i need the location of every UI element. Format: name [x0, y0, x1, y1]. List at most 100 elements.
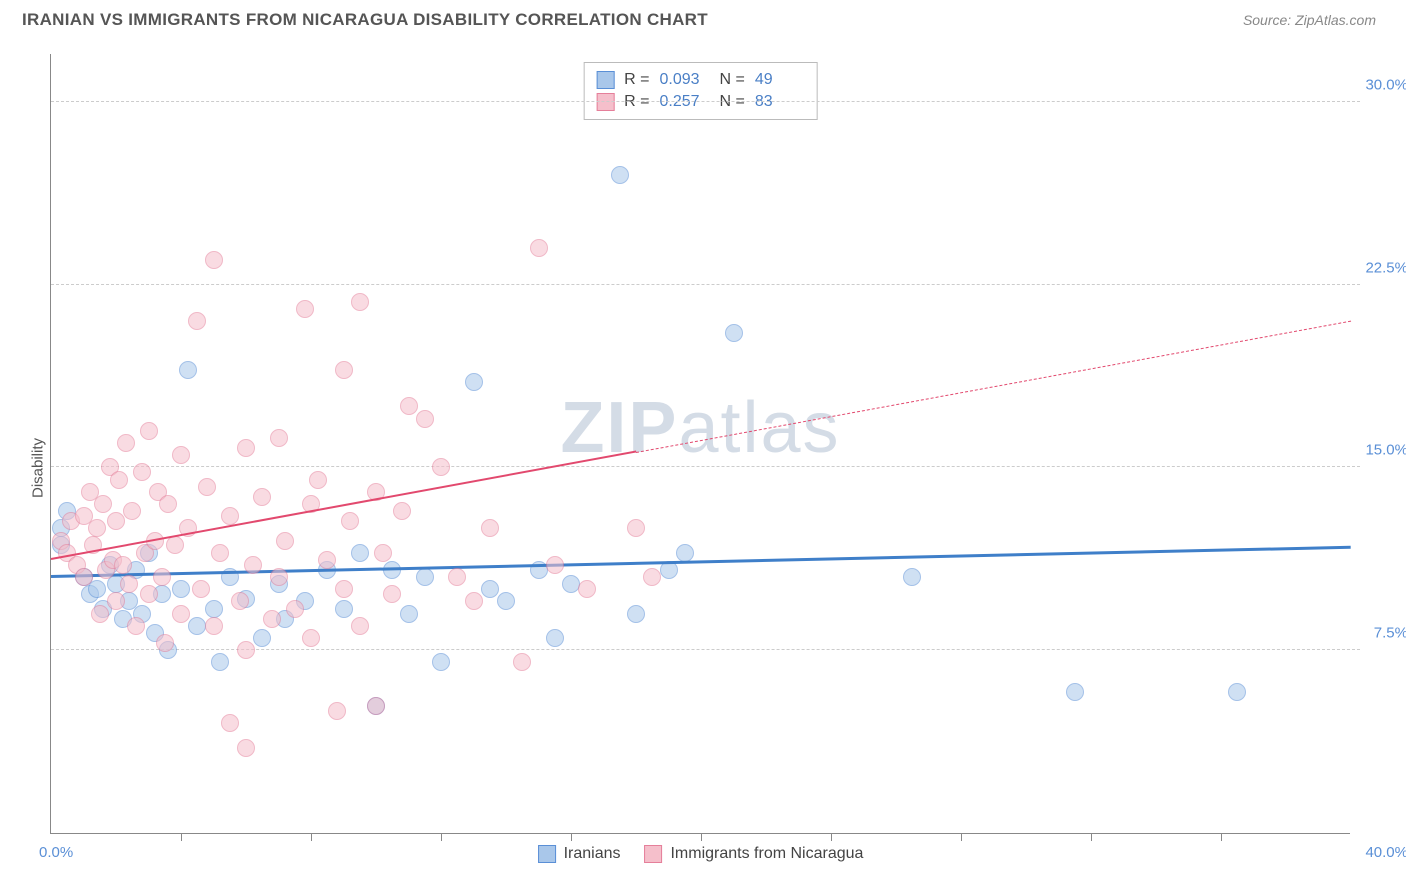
data-point: [221, 714, 239, 732]
data-point: [107, 592, 125, 610]
x-max-label: 40.0%: [1365, 844, 1406, 861]
data-point: [237, 739, 255, 757]
data-point: [123, 502, 141, 520]
stats-legend-row: R =0.257N =83: [596, 91, 805, 113]
data-point: [578, 580, 596, 598]
y-tick-label: 30.0%: [1365, 76, 1406, 93]
data-point: [253, 629, 271, 647]
data-point: [211, 544, 229, 562]
data-point: [94, 495, 112, 513]
data-point: [88, 519, 106, 537]
watermark-bold: ZIP: [560, 388, 678, 468]
stat-r-label: R =: [624, 71, 649, 89]
series-legend-item: Iranians: [538, 845, 621, 863]
data-point: [166, 536, 184, 554]
data-point: [221, 507, 239, 525]
data-point: [432, 458, 450, 476]
data-point: [172, 580, 190, 598]
x-tick: [181, 833, 182, 841]
x-tick: [1091, 833, 1092, 841]
gridline: [51, 466, 1360, 467]
data-point: [172, 605, 190, 623]
data-point: [400, 397, 418, 415]
x-tick: [571, 833, 572, 841]
data-point: [110, 471, 128, 489]
data-point: [302, 629, 320, 647]
chart-source: Source: ZipAtlas.com: [1243, 12, 1376, 28]
stat-r-value: 0.093: [660, 71, 710, 89]
data-point: [270, 568, 288, 586]
series-legend-item: Immigrants from Nicaragua: [644, 845, 863, 863]
x-tick: [311, 833, 312, 841]
scatter-plot: ZIPatlas R =0.093N =49R =0.257N =83 Iran…: [50, 54, 1350, 834]
data-point: [627, 605, 645, 623]
data-point: [562, 575, 580, 593]
x-tick: [441, 833, 442, 841]
series-legend-label: Immigrants from Nicaragua: [670, 845, 863, 863]
x-min-label: 0.0%: [39, 844, 73, 861]
legend-swatch: [596, 93, 614, 111]
data-point: [335, 361, 353, 379]
data-point: [416, 568, 434, 586]
data-point: [244, 556, 262, 574]
data-point: [198, 478, 216, 496]
data-point: [448, 568, 466, 586]
data-point: [318, 551, 336, 569]
data-point: [465, 373, 483, 391]
data-point: [253, 488, 271, 506]
data-point: [903, 568, 921, 586]
data-point: [205, 251, 223, 269]
data-point: [335, 580, 353, 598]
data-point: [172, 446, 190, 464]
stat-n-label: N =: [720, 93, 745, 111]
chart-area: Disability ZIPatlas R =0.093N =49R =0.25…: [0, 44, 1406, 892]
data-point: [400, 605, 418, 623]
data-point: [611, 166, 629, 184]
legend-swatch: [644, 845, 662, 863]
data-point: [546, 629, 564, 647]
data-point: [481, 519, 499, 537]
gridline: [51, 101, 1360, 102]
data-point: [643, 568, 661, 586]
data-point: [497, 592, 515, 610]
data-point: [351, 544, 369, 562]
data-point: [91, 605, 109, 623]
chart-title: IRANIAN VS IMMIGRANTS FROM NICARAGUA DIS…: [22, 10, 708, 30]
data-point: [192, 580, 210, 598]
data-point: [1228, 683, 1246, 701]
data-point: [351, 617, 369, 635]
data-point: [263, 610, 281, 628]
trend-line-dashed: [636, 320, 1351, 452]
data-point: [328, 702, 346, 720]
data-point: [117, 434, 135, 452]
data-point: [159, 495, 177, 513]
data-point: [211, 653, 229, 671]
data-point: [75, 568, 93, 586]
data-point: [140, 585, 158, 603]
stat-n-value: 83: [755, 93, 805, 111]
x-tick: [831, 833, 832, 841]
data-point: [188, 312, 206, 330]
data-point: [156, 634, 174, 652]
data-point: [153, 568, 171, 586]
data-point: [133, 463, 151, 481]
y-tick-label: 15.0%: [1365, 442, 1406, 459]
stat-r-value: 0.257: [660, 93, 710, 111]
data-point: [367, 697, 385, 715]
data-point: [513, 653, 531, 671]
data-point: [231, 592, 249, 610]
chart-header: IRANIAN VS IMMIGRANTS FROM NICARAGUA DIS…: [0, 0, 1406, 40]
data-point: [725, 324, 743, 342]
data-point: [335, 600, 353, 618]
data-point: [120, 575, 138, 593]
data-point: [1066, 683, 1084, 701]
legend-swatch: [538, 845, 556, 863]
data-point: [481, 580, 499, 598]
x-tick: [1221, 833, 1222, 841]
x-tick: [961, 833, 962, 841]
data-point: [546, 556, 564, 574]
data-point: [114, 556, 132, 574]
stat-n-value: 49: [755, 71, 805, 89]
data-point: [627, 519, 645, 537]
x-tick: [701, 833, 702, 841]
